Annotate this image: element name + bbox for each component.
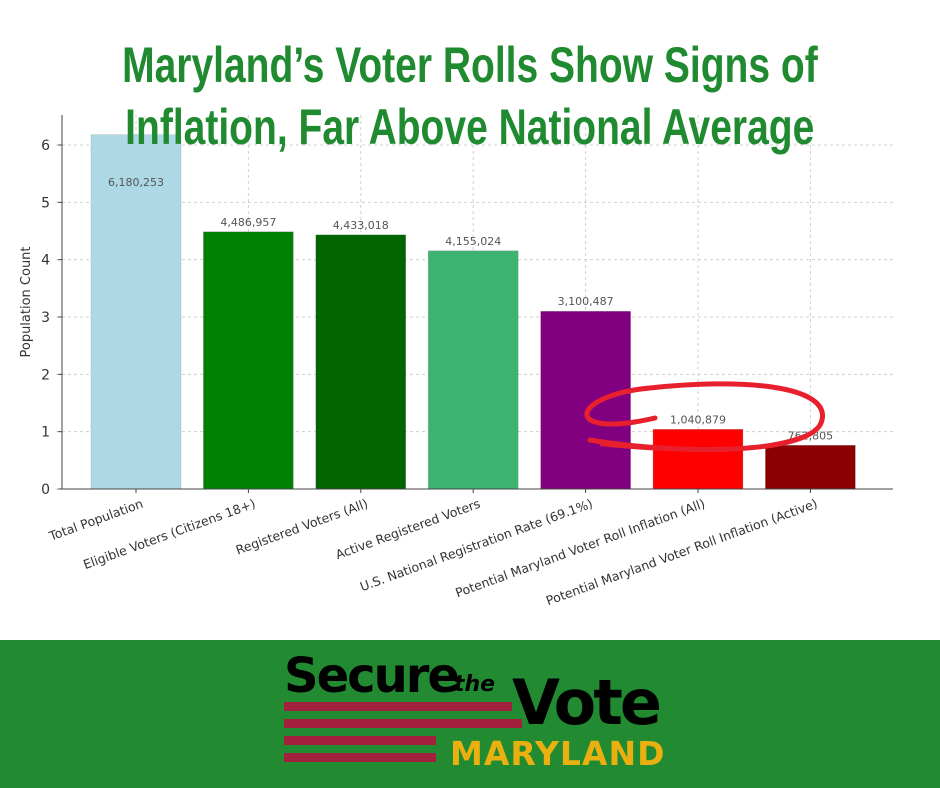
logo-the: the [454,672,496,697]
y-tick-label: 2 [41,367,50,383]
footer-band [0,640,940,788]
x-tick-label: Total Population [46,496,145,544]
logo-maryland: MARYLAND [450,734,666,773]
bar-value-label: 3,100,487 [558,295,614,308]
annotation-circle-stroke [599,429,816,451]
y-tick-label: 5 [41,195,50,211]
title-line-2: Inflation, Far Above National Average [125,99,815,155]
y-tick-label: 6 [41,138,50,154]
bar-value-label: 4,155,024 [445,235,501,248]
chart-title: Maryland’s Voter Rolls Show Signs of Inf… [0,34,940,158]
secure-the-vote-logo: Secure the Vote MARYLAND [282,648,666,773]
y-axis-label: Population Count [19,246,34,357]
bar [428,250,519,490]
bar [652,429,744,490]
y-tick-label: 1 [41,425,50,441]
bar-value-label: 4,486,957 [220,216,276,229]
logo-stripe [284,753,436,762]
y-tick-label: 0 [41,482,50,498]
bar [765,445,856,490]
bar [540,311,631,490]
logo-stripe [284,702,512,711]
logo-stripe [284,719,522,728]
logo-secure: Secure [284,648,460,704]
title-line-1: Maryland’s Voter Rolls Show Signs of [122,37,818,93]
y-tick-label: 3 [41,310,50,326]
y-tick-label: 4 [41,253,50,269]
bar-value-label: 1,040,879 [670,413,726,426]
logo-vote: Vote [512,666,662,739]
bar [90,134,182,490]
bar-value-label: 6,180,253 [108,176,164,189]
bar [315,234,406,490]
bar [203,231,294,490]
logo-stripe [284,736,436,745]
bar-value-label: 4,433,018 [333,219,389,232]
